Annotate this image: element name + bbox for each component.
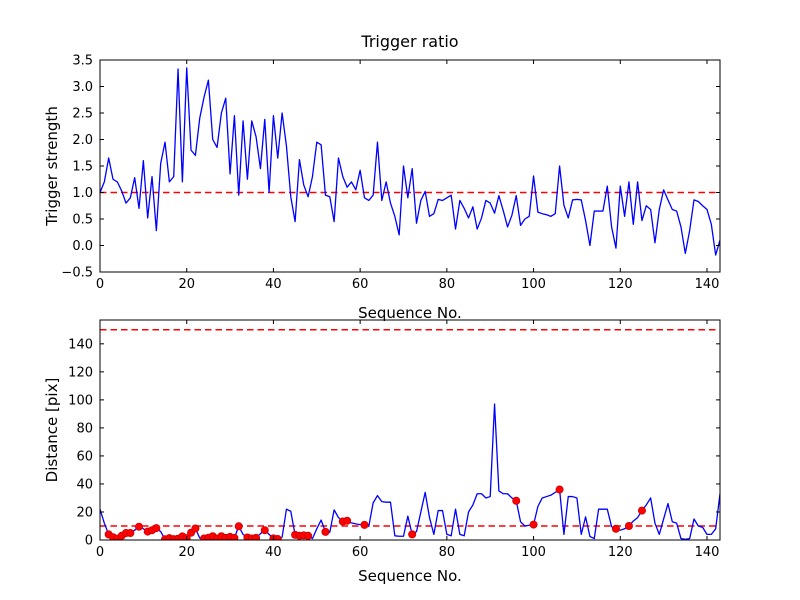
x-tick-label: 20 (178, 277, 195, 292)
y-tick-label: 100 (68, 393, 93, 408)
y-tick-label: 140 (68, 337, 93, 352)
y-tick-label: 1.0 (72, 186, 93, 201)
marker-point (512, 496, 521, 505)
x-tick-label: 80 (439, 545, 456, 560)
top-plot-title: Trigger ratio (360, 32, 458, 51)
trigger-strength-line (100, 67, 720, 256)
marker-point (637, 506, 646, 515)
x-tick-label: 100 (521, 277, 546, 292)
x-tick-label: 100 (521, 545, 546, 560)
y-tick-label: 0.0 (72, 239, 93, 254)
x-tick-label: 80 (439, 277, 456, 292)
y-tick-label: 60 (76, 449, 93, 464)
marker-point (611, 524, 620, 533)
y-tick-label: 2.0 (72, 133, 93, 148)
top-plot-axes: 0 20 40 60 80 100 120 140 −0.5 0.0 0.5 1.0 1.5 2.0 2.5… (61, 54, 721, 292)
top-plot: Trigger ratio Trigger strength Sequence … (43, 32, 721, 322)
distance-line (100, 403, 720, 540)
top-plot-ylabel: Trigger strength (43, 106, 61, 227)
marker-point (408, 530, 417, 539)
x-tick-label: 0 (96, 545, 104, 560)
y-tick-label: −0.5 (61, 266, 93, 281)
bottom-plot: Distance [pix] Sequence No. 0 20 40 60 80 100… (43, 319, 721, 585)
x-tick-label: 40 (265, 545, 282, 560)
marker-point (555, 485, 564, 494)
marker-point (529, 520, 538, 529)
y-tick-label: 120 (68, 365, 93, 380)
marker-point (343, 516, 352, 525)
x-tick-label: 140 (695, 277, 720, 292)
marker-point (230, 533, 239, 540)
y-tick-label: 0.5 (72, 213, 93, 228)
marker-point (126, 528, 135, 537)
x-tick-label: 60 (352, 545, 369, 560)
marker-point (304, 531, 313, 540)
marker-point (273, 535, 282, 540)
marker-point (252, 533, 261, 540)
y-tick-label: 3.5 (72, 54, 93, 69)
y-tick-label: 40 (76, 477, 93, 492)
x-tick-label: 20 (178, 545, 195, 560)
bottom-plot-xlabel: Sequence No. (358, 567, 462, 585)
marker-point (234, 522, 243, 531)
x-tick-label: 40 (265, 277, 282, 292)
marker-point (152, 524, 161, 533)
y-tick-label: 0 (85, 534, 93, 549)
x-tick-label: 120 (608, 277, 633, 292)
marker-point (624, 521, 633, 530)
axes-frame (99, 59, 721, 273)
bottom-plot-ylabel: Distance [pix] (43, 378, 61, 483)
y-tick-label: 1.5 (72, 160, 93, 175)
marker-point (260, 526, 269, 535)
bottom-plot-axes: 0 20 40 60 80 100 120 140 0 20 40 60 80 100 120 140 (68, 319, 721, 560)
marker-point (360, 520, 369, 529)
y-tick-label: 2.5 (72, 107, 93, 122)
axes-frame (99, 319, 721, 541)
marker-point (321, 527, 330, 536)
x-tick-label: 120 (608, 545, 633, 560)
y-tick-label: 20 (76, 505, 93, 520)
x-tick-label: 140 (695, 545, 720, 560)
x-tick-label: 0 (96, 277, 104, 292)
x-tick-label: 60 (352, 277, 369, 292)
y-tick-label: 3.0 (72, 80, 93, 95)
marker-point (191, 524, 200, 533)
y-tick-label: 80 (76, 421, 93, 436)
top-plot-xlabel: Sequence No. (358, 304, 462, 322)
marker-point (135, 522, 144, 531)
